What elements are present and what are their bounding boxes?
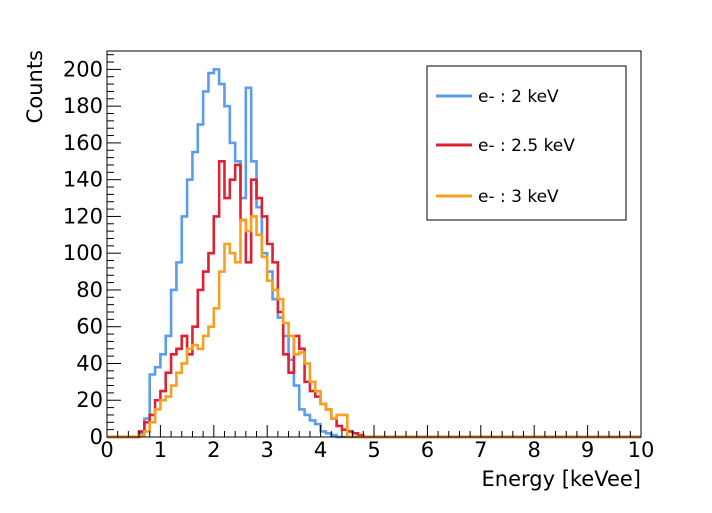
x-tick-label: 5: [367, 438, 380, 462]
x-tick-label: 3: [261, 438, 274, 462]
x-tick-label: 4: [314, 438, 327, 462]
legend: e- : 2 keV e- : 2.5 keV e- : 3 keV: [426, 65, 627, 221]
legend-label: e- : 2.5 keV: [478, 136, 575, 156]
legend-label: e- : 2 keV: [478, 87, 559, 107]
y-tick-label: 20: [76, 388, 103, 412]
x-tick-label: 0: [100, 438, 113, 462]
y-tick-label: 140: [63, 168, 103, 192]
y-tick-label: 60: [76, 315, 103, 339]
x-axis-title: Energy [keVee]: [482, 467, 642, 491]
x-tick-label: 7: [474, 438, 487, 462]
y-tick-label: 160: [63, 131, 103, 155]
legend-label: e- : 3 keV: [478, 187, 559, 207]
y-tick-label: 120: [63, 204, 103, 228]
y-axis-title: Counts: [23, 50, 47, 123]
x-tick-label: 10: [628, 438, 655, 462]
y-tick-label: 200: [63, 57, 103, 81]
x-tick-label: 6: [421, 438, 434, 462]
x-tick-label: 1: [154, 438, 167, 462]
y-tick-label: 100: [63, 241, 103, 265]
histogram-series-3: [107, 215, 641, 439]
x-tick-label: 2: [207, 438, 220, 462]
x-tick-label: 8: [528, 438, 541, 462]
x-tick-label: 9: [581, 438, 594, 462]
legend-box: [426, 65, 627, 221]
y-tick-label: 40: [76, 351, 103, 375]
y-tick-label: 180: [63, 94, 103, 118]
y-tick-label: 80: [76, 278, 103, 302]
y-tick-label: 0: [90, 425, 103, 449]
